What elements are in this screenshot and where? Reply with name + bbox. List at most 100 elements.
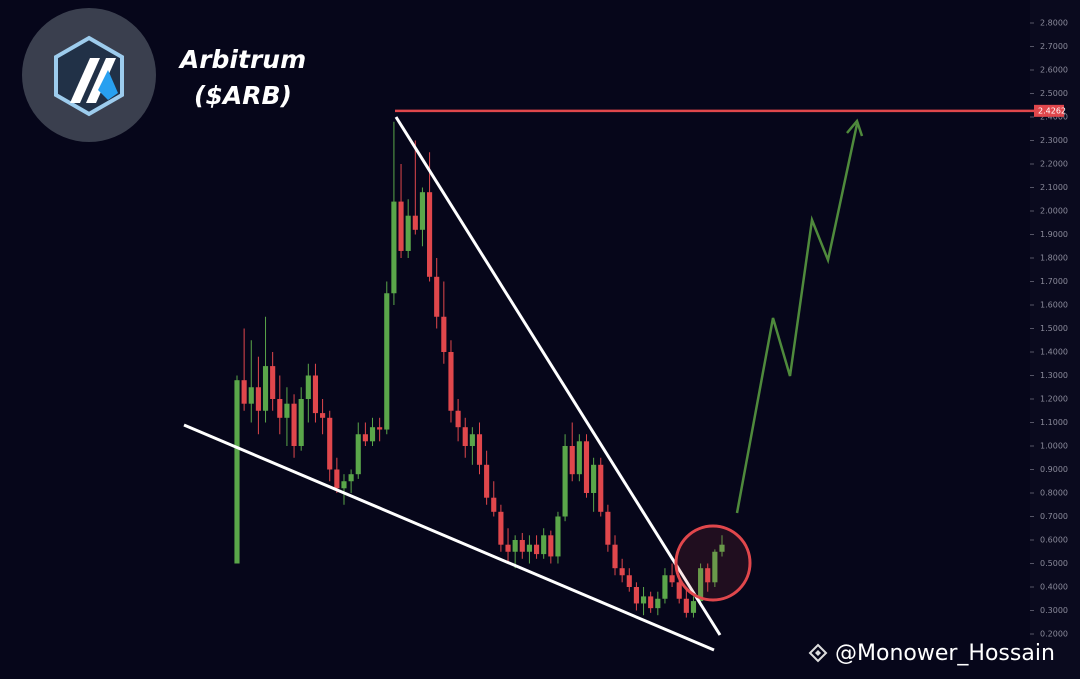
candle-body bbox=[669, 575, 675, 583]
candle-body bbox=[690, 601, 697, 613]
y-tick-label: 1.9000 bbox=[1040, 230, 1068, 239]
y-tick-label: 0.5000 bbox=[1040, 559, 1068, 568]
candle-body bbox=[270, 366, 276, 399]
candle-body bbox=[498, 511, 504, 545]
candle-body bbox=[284, 403, 290, 418]
candle-body bbox=[355, 434, 361, 475]
chart-title: Arbitrum bbox=[178, 45, 306, 74]
candle-body bbox=[683, 598, 689, 613]
candle-body bbox=[448, 352, 454, 411]
upper-trendline bbox=[394, 116, 722, 636]
y-tick-label: 2.4000 bbox=[1040, 113, 1068, 122]
price-axis-panel bbox=[1030, 0, 1080, 679]
candle-body bbox=[320, 413, 326, 418]
candle-body bbox=[591, 464, 597, 493]
candle-body bbox=[469, 434, 475, 446]
watermark-text: @Monower_Hossain bbox=[835, 641, 1055, 666]
candle-body bbox=[412, 215, 418, 230]
candle-body bbox=[398, 201, 404, 251]
candle-body bbox=[719, 544, 725, 552]
candle-body bbox=[362, 434, 368, 442]
y-tick-label: 1.4000 bbox=[1040, 348, 1068, 357]
y-tick-label: 2.2000 bbox=[1040, 160, 1068, 169]
candle-body bbox=[612, 544, 618, 569]
candle-body bbox=[533, 544, 540, 555]
candle-body bbox=[569, 446, 575, 475]
candle-body bbox=[455, 410, 461, 428]
y-tick-label: 0.2000 bbox=[1040, 630, 1068, 639]
candle-body bbox=[334, 469, 340, 489]
candle-body bbox=[341, 481, 347, 489]
plot-area: 0.2000 0.3000 0.4000 0.5000 0.6000 0.7000 0.80… bbox=[234, 19, 1068, 639]
y-tick-label: 2.6000 bbox=[1040, 66, 1068, 75]
candle-body bbox=[262, 366, 269, 411]
candle-body bbox=[655, 598, 661, 609]
y-tick-label: 0.8000 bbox=[1040, 489, 1068, 498]
candle-body bbox=[626, 575, 632, 587]
y-tick-label: 2.0000 bbox=[1040, 207, 1068, 216]
projection-arrow bbox=[735, 123, 859, 514]
y-tick-label: 1.0000 bbox=[1040, 442, 1068, 451]
candle-body bbox=[419, 192, 426, 230]
candle-body bbox=[291, 403, 297, 446]
y-tick-label: 1.1000 bbox=[1040, 418, 1068, 427]
candle-body bbox=[519, 540, 525, 552]
candle-body bbox=[491, 497, 497, 512]
candle-body bbox=[526, 544, 532, 552]
candle-body bbox=[576, 441, 582, 475]
candle-body bbox=[698, 568, 704, 602]
candle-body bbox=[605, 511, 611, 545]
candle-body bbox=[476, 434, 483, 465]
candle-body bbox=[555, 516, 561, 557]
candle-body bbox=[384, 293, 390, 430]
price-line-badge bbox=[1034, 104, 1064, 117]
y-tick-label: 1.8000 bbox=[1040, 254, 1068, 263]
y-tick-label: 1.5000 bbox=[1040, 324, 1068, 333]
candle-body bbox=[298, 399, 304, 446]
candle-body bbox=[562, 446, 568, 517]
candle-body bbox=[241, 380, 247, 404]
y-tick-label: 2.8000 bbox=[1040, 19, 1068, 28]
candle-body bbox=[705, 568, 711, 583]
y-tick-label: 2.1000 bbox=[1040, 183, 1068, 192]
y-tick-label: 2.5000 bbox=[1040, 89, 1068, 98]
y-tick-label: 1.2000 bbox=[1040, 395, 1068, 404]
candle-body bbox=[327, 417, 333, 470]
y-tick-label: 1.7000 bbox=[1040, 277, 1068, 286]
y-tick-label: 2.7000 bbox=[1040, 42, 1068, 51]
candle-body bbox=[369, 427, 376, 442]
candle-body bbox=[427, 192, 433, 277]
watermark-icon bbox=[808, 643, 828, 663]
candle-body bbox=[234, 380, 240, 564]
y-tick-label: 2.3000 bbox=[1040, 136, 1068, 145]
candle-body bbox=[662, 575, 668, 599]
candle-body bbox=[441, 316, 447, 352]
candle-body bbox=[712, 551, 718, 583]
candle-body bbox=[676, 582, 682, 599]
candle-body bbox=[598, 464, 604, 512]
y-tick-label: 0.9000 bbox=[1040, 465, 1068, 474]
projection-arrowhead bbox=[846, 118, 864, 137]
candle-body bbox=[640, 596, 647, 604]
candle-body bbox=[633, 587, 639, 604]
y-tick-label: 0.4000 bbox=[1040, 583, 1068, 592]
candle-body bbox=[277, 399, 283, 418]
candle-body bbox=[484, 464, 490, 498]
y-tick-label: 0.6000 bbox=[1040, 536, 1068, 545]
candle-body bbox=[348, 474, 354, 482]
price-line-label: 2.4262 bbox=[1038, 106, 1066, 115]
candle-body bbox=[462, 427, 468, 446]
candle-body bbox=[648, 596, 654, 609]
y-tick-label: 0.7000 bbox=[1040, 512, 1068, 521]
candle-body bbox=[248, 387, 254, 404]
y-tick-label: 0.3000 bbox=[1040, 606, 1068, 615]
candle-body bbox=[548, 535, 554, 557]
candle-body bbox=[255, 387, 261, 411]
candle-body bbox=[391, 201, 397, 294]
candle-body bbox=[434, 276, 440, 317]
candle-body bbox=[312, 375, 319, 414]
candle-body bbox=[583, 441, 590, 493]
arbitrum-logo bbox=[54, 35, 124, 117]
